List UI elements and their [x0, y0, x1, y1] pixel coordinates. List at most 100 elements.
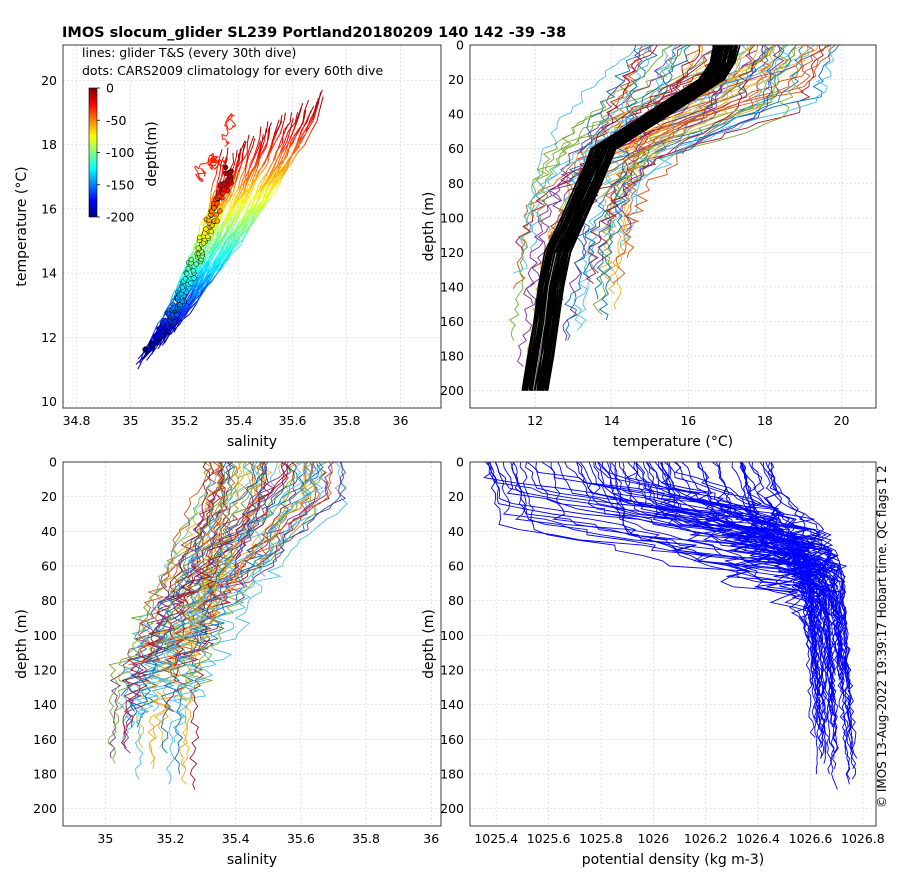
ts-profile-segment: [241, 141, 247, 155]
ts-profile-segment: [243, 213, 252, 230]
salinity-profile: [204, 461, 259, 577]
ts-profile-segment: [280, 149, 287, 163]
ts-profile-segment: [239, 210, 251, 222]
climatology-dot: [223, 170, 229, 176]
ts-profile-segment: [207, 201, 211, 213]
salinity-profile: [172, 461, 313, 743]
y-tick-label: 60: [448, 559, 464, 574]
ts-profile-segment: [281, 145, 288, 153]
ts-profile-segment: [273, 162, 281, 173]
ts-profile-segment: [240, 230, 248, 246]
ts-profile-segment: [194, 167, 199, 173]
ts-profile-segment: [240, 140, 246, 152]
ts-profile-segment: [254, 209, 263, 220]
ts-profile-segment: [229, 182, 236, 191]
ts-profile-segment: [255, 182, 261, 194]
ts-profile-segment: [208, 152, 214, 157]
x-tick-label: 20: [834, 413, 850, 428]
ts-profile-segment: [225, 117, 229, 123]
ts-profile-segment: [229, 211, 235, 221]
climatology-dot: [169, 312, 176, 318]
y-tick-label: 20: [41, 489, 57, 504]
temperature-profile: [512, 44, 827, 289]
ts-profile-segment: [246, 212, 256, 225]
ts-profile-segment: [279, 120, 285, 134]
x-tick-label: 12: [527, 413, 543, 428]
density-profile: [740, 461, 828, 603]
ts-profile-segment: [199, 217, 205, 227]
temperature-profile: [681, 44, 785, 155]
salinity-profile: [121, 461, 295, 749]
temperature-profile: [586, 44, 653, 160]
temperature-profile: [601, 44, 749, 206]
ts-profile-segment: [282, 163, 292, 176]
ts-profile-segment: [223, 200, 230, 209]
ts-profile-segment: [245, 173, 252, 185]
ts-profile-segment: [249, 192, 257, 203]
ts-profile-segment: [254, 201, 265, 214]
ts-profile-segment: [210, 182, 214, 193]
density-profile: [575, 461, 814, 624]
ts-profile-segment: [229, 229, 239, 241]
salinity-profile: [134, 461, 325, 780]
ts-profile-segment: [261, 178, 269, 189]
density-profile: [512, 461, 816, 588]
ts-profile-segment: [257, 137, 261, 145]
ts-profile-segment: [161, 334, 170, 346]
climatology-dot: [214, 218, 220, 224]
ts-profile-segment: [263, 141, 268, 149]
ts-profile-segment: [233, 188, 239, 195]
ts-profile-segment: [258, 149, 262, 157]
ts-profile-segment: [193, 278, 202, 295]
colorbar-tick-label: -100: [106, 145, 134, 160]
climatology-dot: [216, 193, 222, 199]
climatology-profile: [530, 44, 722, 391]
colorbar-tick-label: 0: [106, 81, 114, 96]
climatology-dot: [170, 305, 176, 311]
ts-profile-segment: [232, 206, 240, 218]
ts-profile-segment: [219, 243, 226, 257]
ts-profile-segment: [272, 172, 280, 184]
ts-profile-segment: [172, 288, 177, 295]
x-tick-label: 35.6: [287, 831, 315, 846]
ts-profile-segment: [246, 210, 257, 220]
ts-profile-segment: [222, 219, 229, 228]
ts-profile-segment: [300, 131, 308, 143]
x-tick-label: 35.4: [222, 831, 250, 846]
density-profile: [597, 461, 843, 634]
climatology-dot: [190, 268, 197, 274]
plot-frame: [62, 44, 442, 409]
ts-profile-segment: [168, 323, 181, 336]
ts-profile-segment: [194, 165, 196, 168]
ts-profile-segment: [232, 220, 241, 235]
ts-profile-segment: [261, 197, 272, 210]
x-tick-label: 1025.8: [579, 831, 623, 846]
ts-profile-segment: [306, 120, 314, 132]
salinity-profile: [188, 461, 318, 619]
ts-profile-segment: [310, 120, 318, 132]
y-tick-label: 20: [41, 73, 57, 88]
ts-profile-segment: [217, 201, 224, 209]
ts-profile-segment: [257, 140, 262, 149]
climatology-dot: [217, 208, 223, 214]
ts-profile-segment: [201, 275, 210, 285]
ts-profile-segment: [225, 211, 232, 222]
y-tick-label: 80: [41, 593, 57, 608]
climatology-dot: [171, 319, 178, 325]
temperature-profile: [513, 44, 748, 274]
ts-profile-segment: [203, 172, 206, 177]
ts-profile-segment: [235, 193, 239, 202]
ts-profile-segment: [217, 254, 226, 268]
y-tick-label: 180: [440, 767, 464, 782]
ts-profile-segment: [252, 138, 256, 147]
density-profile: [550, 461, 816, 738]
ts-profile-segment: [246, 219, 256, 232]
ts-profile-segment: [167, 297, 174, 308]
ts-profile-segment: [202, 261, 209, 275]
ts-profile-segment: [227, 216, 234, 226]
ts-profile-segment: [265, 171, 275, 185]
y-tick-label: 140: [440, 280, 464, 295]
ts-profile-segment: [220, 254, 231, 269]
ts-profile-segment: [203, 212, 209, 219]
temperature-profile: [582, 44, 797, 279]
